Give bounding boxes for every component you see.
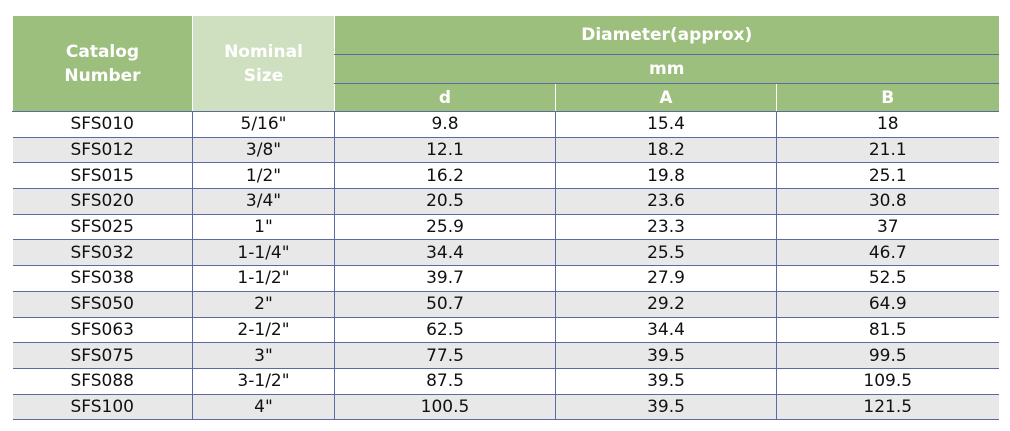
table-cell: 3-1/2" (192, 368, 335, 395)
table-row: SFS075 3" 77.5 39.5 99.5 (12, 342, 999, 369)
table-cell: SFS038 (12, 265, 193, 292)
table-cell: 9.8 (334, 111, 556, 138)
catalog-header: Catalog Number (12, 16, 193, 112)
nominal-header: Nominal Size (192, 16, 335, 112)
table-row: SFS088 3-1/2" 87.5 39.5 109.5 (12, 368, 999, 395)
table-cell: 15.4 (555, 111, 777, 138)
table-row: SFS050 2" 50.7 29.2 64.9 (12, 291, 999, 318)
table-cell: 2" (192, 291, 335, 318)
table-cell: 18 (775, 111, 999, 138)
table-cell: 1-1/4" (192, 239, 335, 267)
table-cell: 21.1 (775, 137, 999, 164)
column-header: B (775, 83, 999, 112)
table-row: SFS100 4" 100.5 39.5 121.5 (12, 394, 999, 421)
table-cell: 50.7 (334, 291, 556, 318)
table-cell: 109.5 (775, 368, 999, 395)
table-cell: SFS032 (12, 239, 193, 267)
table-cell: SFS063 (12, 317, 193, 344)
table-cell: 3/4" (192, 188, 335, 215)
table-cell: SFS015 (12, 162, 193, 190)
table-cell: 23.6 (555, 188, 777, 215)
table-cell: 2-1/2" (192, 317, 335, 344)
table-cell: 23.3 (555, 214, 777, 241)
table-cell: 4" (192, 394, 335, 421)
table-cell: 3/8" (192, 137, 335, 164)
table-row: SFS038 1-1/2" 39.7 27.9 52.5 (12, 265, 999, 292)
table-cell: SFS100 (12, 394, 193, 421)
table-cell: 39.5 (555, 368, 777, 395)
table-cell: 64.9 (775, 291, 999, 318)
table-cell: 1" (192, 214, 335, 241)
table-cell: 46.7 (775, 239, 999, 267)
table-cell: SFS025 (12, 214, 193, 241)
table-cell: 37 (775, 214, 999, 241)
table-cell: 34.4 (334, 239, 556, 267)
table-cell: 29.2 (555, 291, 777, 318)
table-row: SFS012 3/8" 12.1 18.2 21.1 (12, 137, 999, 164)
table-row: SFS063 2-1/2" 62.5 34.4 81.5 (12, 317, 999, 344)
table-cell: 39.5 (555, 342, 777, 369)
diameter-header: Diameter(approx) (333, 16, 999, 55)
table-cell: 52.5 (775, 265, 999, 292)
table-cell: 81.5 (775, 317, 999, 344)
table-cell: SFS050 (12, 291, 193, 318)
unit-header: mm (333, 54, 999, 84)
table-cell: SFS010 (12, 111, 193, 138)
table-cell: 27.9 (555, 265, 777, 292)
table-cell: 25.9 (334, 214, 556, 241)
table-cell: SFS088 (12, 368, 193, 395)
table-row: SFS010 5/16" 9.8 15.4 18 (12, 111, 999, 138)
table-cell: 34.4 (555, 317, 777, 344)
table-cell: 25.5 (555, 239, 777, 267)
table-cell: 19.8 (555, 162, 777, 190)
table-row: SFS015 1/2" 16.2 19.8 25.1 (12, 162, 999, 190)
table-cell: 1-1/2" (192, 265, 335, 292)
table-cell: 77.5 (334, 342, 556, 369)
column-header: d (334, 83, 556, 112)
table-cell: 12.1 (334, 137, 556, 164)
table-cell: 39.5 (555, 394, 777, 421)
table-row: SFS025 1" 25.9 23.3 37 (12, 214, 999, 241)
catalog-label: Catalog Number (64, 41, 141, 86)
table-cell: 5/16" (192, 111, 335, 138)
column-header: A (555, 83, 777, 112)
table-header: Catalog Number Nominal Size Diameter(app… (12, 16, 999, 112)
table-cell: SFS012 (12, 137, 193, 164)
table-cell: 121.5 (775, 394, 999, 421)
table-cell: 100.5 (334, 394, 556, 421)
table-cell: 20.5 (334, 188, 556, 215)
spec-table: Catalog Number Nominal Size Diameter(app… (12, 16, 999, 421)
table-cell: SFS020 (12, 188, 193, 215)
table-cell: 99.5 (775, 342, 999, 369)
table-cell: 62.5 (334, 317, 556, 344)
table-cell: 30.8 (775, 188, 999, 215)
table-cell: SFS075 (12, 342, 193, 369)
table-row: SFS020 3/4" 20.5 23.6 30.8 (12, 188, 999, 215)
table-cell: 1/2" (192, 162, 335, 190)
table-body: SFS010 5/16" 9.8 15.4 18 SFS012 3/8" 12.1 18.2 21… (12, 111, 999, 421)
table-cell: 3" (192, 342, 335, 369)
table-row: SFS032 1-1/4" 34.4 25.5 46.7 (12, 239, 999, 267)
table-cell: 39.7 (334, 265, 556, 292)
table-cell: 87.5 (334, 368, 556, 395)
nominal-label: Nominal Size (224, 41, 303, 86)
table-cell: 25.1 (775, 162, 999, 190)
table-cell: 16.2 (334, 162, 556, 190)
table-cell: 18.2 (555, 137, 777, 164)
